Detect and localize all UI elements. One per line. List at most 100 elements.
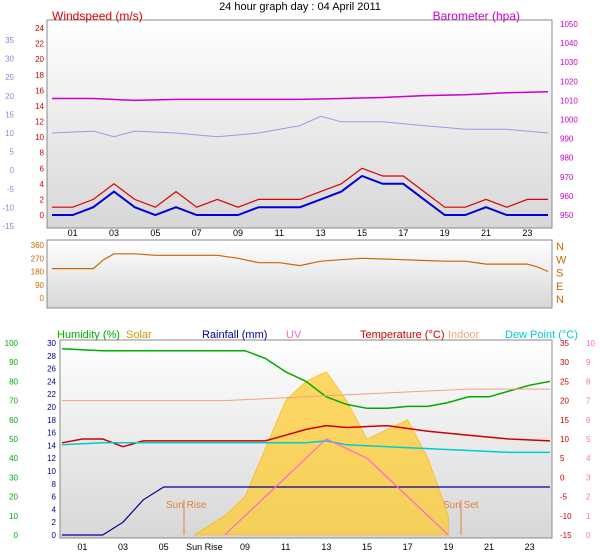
uv-tick-4: 4 (586, 454, 591, 463)
p1-xtick-8: 17 (398, 228, 408, 238)
uv-line (224, 438, 449, 536)
uv-tick-9: 9 (586, 358, 591, 367)
baro-tick-970: 970 (560, 173, 574, 182)
solar-label: Solar (126, 329, 152, 341)
temp-tick-20: 20 (560, 397, 569, 406)
wind-tick-18: 18 (35, 71, 44, 80)
rain-tick-8: 8 (52, 480, 57, 489)
panel-direction-frame (46, 239, 553, 309)
baro-tick-1050: 1050 (560, 20, 578, 29)
outer-tick--15: -15 (2, 222, 14, 231)
humidity-tick-90: 90 (9, 358, 18, 367)
p1-xtick-7: 15 (357, 228, 367, 238)
temp-tick-30: 30 (560, 358, 569, 367)
rain-tick-14: 14 (47, 441, 56, 450)
compass-tick-E: E (556, 281, 563, 293)
indoor-line (62, 388, 550, 402)
rain-tick-12: 12 (47, 454, 56, 463)
temp-tick-35: 35 (560, 339, 569, 348)
panel-wind-frame (46, 19, 553, 229)
uv-label: UV (286, 329, 302, 341)
solar-area (193, 371, 449, 536)
wind-tick-24: 24 (35, 24, 44, 33)
temp-tick-0: 0 (560, 473, 565, 482)
humidity-tick-70: 70 (9, 397, 18, 406)
rain-tick-4: 4 (52, 505, 57, 514)
dir-tick-180: 180 (31, 268, 45, 277)
rain-tick-28: 28 (47, 352, 56, 361)
rain-tick-22: 22 (47, 390, 56, 399)
humidity-tick-100: 100 (5, 339, 19, 348)
outer-tick-10: 10 (5, 129, 14, 138)
baro-tick-980: 980 (560, 154, 574, 163)
windspeed-label: Windspeed (m/s) (52, 9, 143, 23)
dir-tick-270: 270 (31, 254, 45, 263)
outer-tick--5: -5 (7, 185, 15, 194)
uv-tick-2: 2 (586, 493, 591, 502)
indoor-label: Indoor (448, 329, 480, 341)
p3-xtick-5: 11 (281, 542, 290, 552)
compass-tick-S: S (556, 268, 563, 280)
humidity-line (61, 348, 551, 410)
humidity-tick-40: 40 (9, 454, 18, 463)
sunrise-marker-label: Sun Rise (166, 500, 207, 511)
uv-tick-8: 8 (586, 377, 591, 386)
p1-xtick-10: 21 (481, 228, 491, 238)
temp-tick-15: 15 (560, 416, 569, 425)
uv-tick-10: 10 (586, 339, 595, 348)
p1-xtick-9: 19 (440, 228, 450, 238)
p1-xtick-4: 09 (233, 228, 243, 238)
temp-tick--5: -5 (560, 493, 568, 502)
direction-line (52, 253, 549, 273)
wind-tick-12: 12 (35, 118, 44, 127)
uv-tick-6: 6 (586, 416, 591, 425)
rain-tick-10: 10 (47, 467, 56, 476)
outer-tick-30: 30 (5, 55, 14, 64)
p1-xtick-5: 11 (275, 228, 284, 238)
wind-tick-8: 8 (40, 149, 45, 158)
chart-title: 24 hour graph day : 04 April 2011 (219, 1, 381, 13)
temp-tick--10: -10 (560, 512, 572, 521)
rain-tick-26: 26 (47, 365, 56, 374)
p3-xtick-1: 03 (118, 542, 128, 552)
rain-tick-18: 18 (47, 416, 56, 425)
baro-tick-1000: 1000 (560, 116, 578, 125)
outer-tick-20: 20 (5, 92, 14, 101)
compass-tick-N: N (556, 294, 564, 306)
humidity-tick-10: 10 (9, 512, 18, 521)
wind-tick-6: 6 (40, 164, 45, 173)
rainfall-label: Rainfall (mm) (202, 329, 267, 341)
gust-line (52, 167, 548, 208)
p3-xtick-11: 23 (525, 542, 535, 552)
wind-tick-20: 20 (35, 55, 44, 64)
p3-xtick-7: 15 (362, 542, 372, 552)
baro-tick-1010: 1010 (560, 96, 578, 105)
outer-tick-5: 5 (10, 148, 15, 157)
wind-tick-0: 0 (40, 211, 45, 220)
rain-tick-0: 0 (52, 531, 57, 540)
temp-tick--15: -15 (560, 531, 572, 540)
humidity-tick-50: 50 (9, 435, 18, 444)
uv-tick-3: 3 (586, 473, 591, 482)
p3-xtick-9: 19 (443, 542, 453, 552)
p1-xtick-2: 05 (150, 228, 160, 238)
humidity-tick-60: 60 (9, 416, 18, 425)
temperature-line (61, 424, 551, 448)
p1-xtick-6: 13 (316, 228, 326, 238)
dir-tick-90: 90 (35, 281, 44, 290)
outer-tick-35: 35 (5, 36, 14, 45)
temperature-line-p1 (51, 115, 549, 138)
baro-tick-950: 950 (560, 211, 574, 220)
wind-tick-10: 10 (35, 133, 44, 142)
dir-tick-0: 0 (40, 294, 45, 303)
humidity-tick-20: 20 (9, 493, 18, 502)
rain-tick-20: 20 (47, 403, 56, 412)
rain-tick-2: 2 (52, 518, 57, 527)
temperature-label: Temperature (°C) (360, 329, 444, 341)
rain-tick-16: 16 (47, 429, 56, 438)
compass-tick-W: W (556, 254, 567, 266)
p3-xtick-0: 01 (77, 542, 87, 552)
baro-tick-990: 990 (560, 135, 574, 144)
compass-tick-N: N (556, 241, 564, 253)
